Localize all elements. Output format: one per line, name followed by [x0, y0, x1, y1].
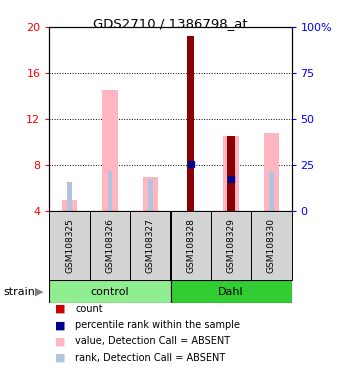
Bar — [67, 182, 72, 211]
Bar — [264, 133, 279, 211]
Text: count: count — [75, 304, 103, 314]
Text: GSM108330: GSM108330 — [267, 218, 276, 273]
Text: GSM108327: GSM108327 — [146, 218, 155, 273]
Bar — [102, 90, 118, 211]
Bar — [107, 171, 113, 211]
Text: ■: ■ — [55, 353, 65, 362]
Bar — [49, 211, 90, 280]
Bar — [223, 136, 239, 211]
Bar — [148, 179, 153, 211]
Bar — [211, 211, 251, 280]
Text: GSM108328: GSM108328 — [186, 218, 195, 273]
Text: strain: strain — [3, 287, 35, 297]
Bar — [187, 36, 194, 211]
Bar — [90, 211, 130, 280]
Text: ■: ■ — [55, 336, 65, 346]
Bar — [269, 171, 274, 211]
Text: GSM108326: GSM108326 — [105, 218, 115, 273]
Text: rank, Detection Call = ABSENT: rank, Detection Call = ABSENT — [75, 353, 225, 362]
Bar — [143, 177, 158, 211]
Text: ■: ■ — [55, 320, 65, 330]
Text: value, Detection Call = ABSENT: value, Detection Call = ABSENT — [75, 336, 230, 346]
Text: Dahl: Dahl — [218, 287, 244, 297]
Text: GDS2710 / 1386798_at: GDS2710 / 1386798_at — [93, 17, 248, 30]
Bar — [251, 211, 292, 280]
Text: control: control — [91, 287, 129, 297]
Bar — [227, 136, 235, 211]
Bar — [228, 179, 234, 211]
Text: ▶: ▶ — [35, 287, 43, 297]
Text: ■: ■ — [55, 304, 65, 314]
Text: GSM108325: GSM108325 — [65, 218, 74, 273]
Bar — [49, 280, 170, 303]
Text: GSM108329: GSM108329 — [226, 218, 236, 273]
Text: percentile rank within the sample: percentile rank within the sample — [75, 320, 240, 330]
Bar — [170, 211, 211, 280]
Bar — [130, 211, 170, 280]
Bar — [62, 200, 77, 211]
Bar — [170, 280, 292, 303]
